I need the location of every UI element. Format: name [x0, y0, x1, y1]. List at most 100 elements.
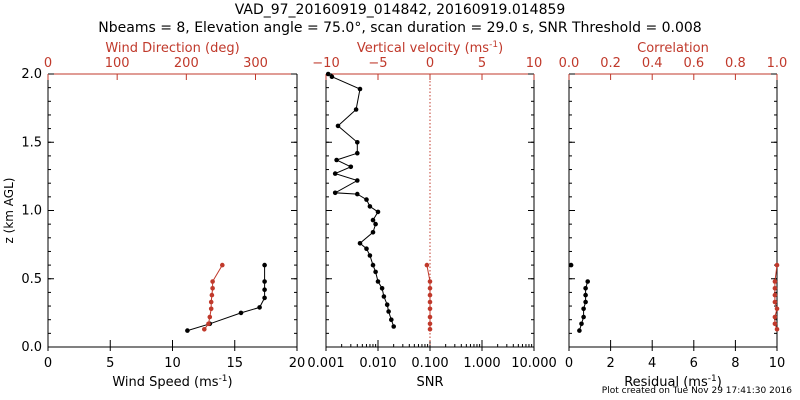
data-point [585, 279, 590, 284]
data-point [208, 306, 214, 312]
data-point [581, 306, 586, 312]
data-point [334, 157, 339, 163]
data-point [427, 286, 433, 291]
data-point [329, 74, 335, 79]
x-tick-label-bottom: 0 [44, 356, 52, 371]
x-tick-label-top: 10 [526, 56, 543, 71]
data-point [427, 314, 433, 320]
x-tick-label-bottom: 2 [606, 356, 614, 371]
data-point [206, 321, 211, 327]
data-point [357, 86, 363, 92]
x-tick-label-bottom: 0.001 [307, 356, 344, 371]
data-point [583, 299, 588, 305]
data-point [367, 204, 373, 209]
data-point [335, 123, 341, 129]
y-tick-label: 2.0 [21, 67, 42, 82]
data-point [208, 299, 214, 305]
data-point [355, 191, 360, 197]
x-tick-label-bottom: 5 [106, 356, 114, 371]
data-point [202, 327, 207, 332]
data-point [332, 190, 338, 196]
x-axis-label-bottom: Residual (ms-1) [624, 374, 722, 390]
data-point [262, 295, 267, 301]
chart-subtitle: Nbeams = 8, Elevation angle = 75.0°, sca… [98, 20, 702, 36]
y-tick-label: 0.5 [21, 272, 42, 287]
x-tick-label-bottom: 6 [690, 356, 698, 371]
data-point [772, 321, 778, 327]
x-axis-label-bottom: SNR [416, 375, 443, 390]
data-point [427, 299, 433, 305]
data-point [364, 246, 369, 251]
x-tick-label-top: 300 [243, 56, 268, 71]
x-tick-label-top: 0.6 [683, 56, 704, 71]
data-point [579, 321, 584, 327]
data-point [325, 71, 331, 77]
data-point [581, 314, 586, 320]
data-point [375, 209, 381, 215]
x-tick-label-top: 200 [174, 56, 199, 71]
x-axis-label-top: Correlation [637, 41, 709, 56]
data-point [370, 262, 376, 268]
series-line [187, 265, 266, 332]
data-point [210, 286, 215, 291]
data-point [379, 286, 385, 291]
data-point [427, 279, 433, 284]
data-point [774, 327, 780, 332]
data-point [774, 262, 780, 268]
data-point [772, 292, 778, 298]
data-point [772, 299, 778, 305]
data-point [355, 140, 360, 145]
x-axis-label-bottom: Wind Speed (ms-1) [112, 374, 232, 390]
series-line [203, 264, 223, 330]
chart-title: VAD_97_20160919_014842, 20160919.014859 [234, 2, 566, 18]
data-point [262, 287, 267, 293]
data-point [427, 321, 433, 327]
data-point [427, 306, 433, 312]
data-point [772, 279, 778, 284]
data-point [220, 262, 225, 268]
data-point [257, 305, 262, 310]
data-point [332, 171, 338, 176]
x-tick-label-bottom: 0 [565, 356, 573, 371]
data-point [355, 178, 360, 183]
data-point [774, 306, 780, 312]
data-point [238, 310, 244, 316]
x-tick-label-bottom: 15 [226, 356, 243, 371]
data-point [210, 279, 215, 284]
x-tick-label-top: 0 [44, 56, 52, 71]
data-point [583, 292, 588, 298]
data-point [386, 309, 391, 314]
data-point [373, 269, 378, 275]
y-tick-label: 0.0 [21, 340, 42, 355]
x-tick-label-top: 5 [478, 56, 486, 71]
x-axis-label-top: Vertical velocity (ms-1) [357, 40, 503, 56]
data-point [391, 324, 397, 329]
data-point [209, 292, 215, 298]
data-point [185, 328, 190, 333]
x-tick-label-top: −5 [368, 56, 387, 71]
data-point [577, 328, 582, 333]
data-point [424, 262, 430, 268]
data-point [355, 150, 360, 156]
data-point [772, 314, 778, 320]
x-tick-label-bottom: 4 [648, 356, 656, 371]
x-tick-label-bottom: 10 [769, 356, 786, 371]
data-point [583, 286, 588, 291]
data-point [384, 302, 390, 308]
x-tick-label-bottom: 0.010 [359, 356, 396, 371]
data-point [427, 292, 433, 298]
x-tick-label-top: −10 [312, 56, 339, 71]
y-tick-label: 1.5 [21, 135, 42, 150]
x-tick-label-top: 0.4 [642, 56, 663, 71]
x-tick-label-bottom: 1.000 [463, 356, 500, 371]
data-point [381, 294, 387, 299]
data-point [375, 279, 381, 284]
data-point [357, 241, 363, 246]
data-point [367, 253, 373, 258]
data-point [370, 217, 376, 223]
x-tick-label-top: 0 [426, 56, 434, 71]
data-point [568, 262, 574, 268]
data-point [353, 107, 359, 112]
x-axis-label-top: Wind Direction (deg) [105, 41, 239, 56]
